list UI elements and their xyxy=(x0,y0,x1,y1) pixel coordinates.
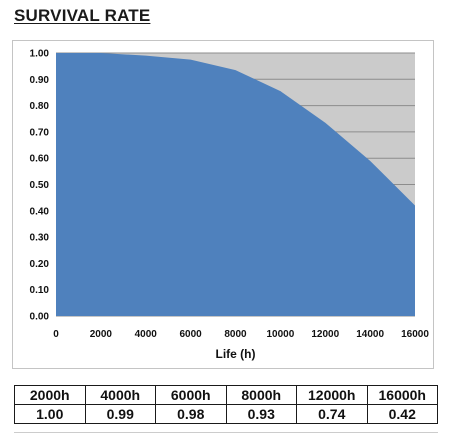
table-value-cell: 1.00 xyxy=(14,404,86,424)
table-header-cell: 16000h xyxy=(366,385,438,405)
y-tick-label: 0.80 xyxy=(30,101,50,112)
y-tick-label: 0.40 xyxy=(30,206,50,217)
table-header-cell: 12000h xyxy=(296,385,368,405)
y-tick-label: 0.60 xyxy=(30,154,50,165)
table-value-cell: 0.42 xyxy=(366,404,438,424)
x-tick-label: 12000 xyxy=(311,329,339,340)
survival-area xyxy=(56,53,415,316)
survival-chart: 0.00 0.10 0.20 0.30 0.40 0.50 0.60 0.70 0.80 0.90… xyxy=(30,49,430,362)
y-tick-label: 0.70 xyxy=(30,127,50,138)
table-header-cell: 8000h xyxy=(225,385,297,405)
table-value-cell: 0.93 xyxy=(225,404,297,424)
y-tick-label: 0.90 xyxy=(30,75,50,86)
y-tick-label: 0.50 xyxy=(30,180,50,191)
page-title: SURVIVAL RATE xyxy=(14,6,151,25)
table-header-cell: 2000h xyxy=(14,385,86,405)
y-tick-label: 1.00 xyxy=(30,49,50,60)
table-value-cell: 0.98 xyxy=(155,404,227,424)
x-tick-label: 4000 xyxy=(135,329,158,340)
table-header-row: 2000h 4000h 6000h 8000h 12000h 16000h xyxy=(14,385,438,405)
x-tick-label: 14000 xyxy=(356,329,384,340)
table-value-cell: 0.74 xyxy=(296,404,368,424)
x-tick-label: 0 xyxy=(53,329,59,340)
y-tick-label: 0.30 xyxy=(30,233,50,244)
life-table: 2000h 4000h 6000h 8000h 12000h 16000h 1.… xyxy=(14,385,438,424)
x-tick-label: 2000 xyxy=(90,329,113,340)
x-tick-label: 10000 xyxy=(266,329,294,340)
y-tick-label: 0.00 xyxy=(30,312,50,323)
table-value-cell: 0.99 xyxy=(84,404,156,424)
table-header-cell: 6000h xyxy=(155,385,227,405)
x-axis-label: Life (h) xyxy=(216,347,256,361)
table-header-cell: 4000h xyxy=(84,385,156,405)
y-tick-label: 0.10 xyxy=(30,285,50,296)
x-tick-label: 6000 xyxy=(180,329,203,340)
x-tick-label: 8000 xyxy=(224,329,247,340)
y-tick-label: 0.20 xyxy=(30,259,50,270)
x-tick-label: 16000 xyxy=(401,329,429,340)
table-row: 1.00 0.99 0.98 0.93 0.74 0.42 xyxy=(14,404,438,424)
bottom-rule xyxy=(14,432,438,433)
